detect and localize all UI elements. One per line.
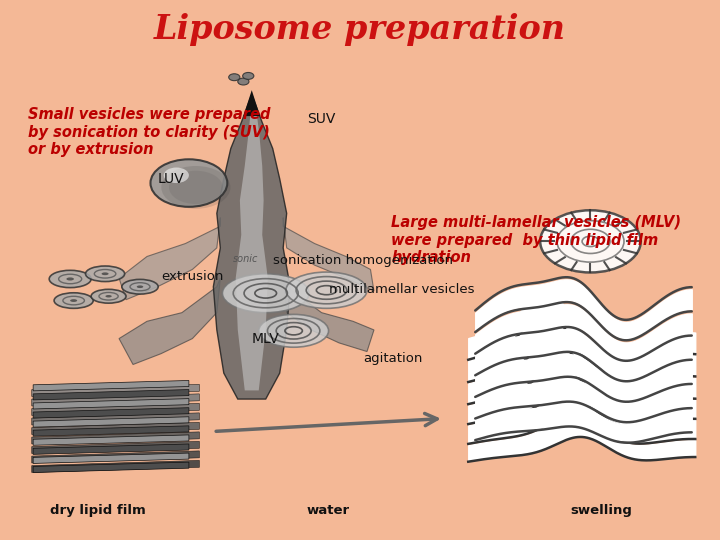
Circle shape bbox=[540, 210, 641, 273]
Circle shape bbox=[163, 167, 189, 183]
Ellipse shape bbox=[54, 293, 93, 308]
Text: sonic: sonic bbox=[233, 254, 258, 265]
Text: extrusion: extrusion bbox=[161, 271, 223, 284]
Text: Liposome preparation: Liposome preparation bbox=[154, 12, 566, 46]
Ellipse shape bbox=[105, 295, 112, 298]
Ellipse shape bbox=[49, 271, 91, 288]
Polygon shape bbox=[283, 278, 374, 352]
Text: swelling: swelling bbox=[570, 503, 632, 517]
Polygon shape bbox=[33, 399, 189, 409]
Polygon shape bbox=[235, 101, 268, 390]
Polygon shape bbox=[32, 432, 199, 444]
Polygon shape bbox=[33, 435, 189, 446]
Circle shape bbox=[243, 72, 254, 79]
Polygon shape bbox=[33, 462, 189, 472]
Text: Small vesicles were prepared
by sonication to clarity (SUV)
or by extrusion: Small vesicles were prepared by sonicati… bbox=[28, 107, 271, 157]
Polygon shape bbox=[32, 403, 199, 415]
Ellipse shape bbox=[70, 299, 77, 302]
Text: SUV: SUV bbox=[307, 112, 336, 126]
Polygon shape bbox=[119, 278, 220, 365]
Ellipse shape bbox=[86, 266, 125, 281]
Polygon shape bbox=[32, 422, 199, 435]
Polygon shape bbox=[119, 218, 220, 300]
Polygon shape bbox=[33, 453, 189, 463]
Polygon shape bbox=[32, 451, 199, 463]
Polygon shape bbox=[33, 444, 189, 454]
Text: dry lipid film: dry lipid film bbox=[50, 503, 146, 517]
Text: LUV: LUV bbox=[158, 172, 184, 186]
Text: MLV: MLV bbox=[252, 332, 279, 346]
Text: Large multi-lamellar vesicles (MLV)
were prepared  by thin lipid film
hydration: Large multi-lamellar vesicles (MLV) were… bbox=[392, 215, 681, 265]
Circle shape bbox=[169, 171, 222, 204]
Polygon shape bbox=[243, 90, 260, 116]
Polygon shape bbox=[32, 441, 199, 454]
Polygon shape bbox=[33, 389, 189, 400]
Circle shape bbox=[161, 166, 230, 209]
Polygon shape bbox=[33, 381, 189, 391]
Circle shape bbox=[150, 159, 228, 207]
Ellipse shape bbox=[91, 289, 126, 303]
Ellipse shape bbox=[286, 272, 367, 308]
Circle shape bbox=[229, 74, 240, 80]
Ellipse shape bbox=[122, 279, 158, 294]
Ellipse shape bbox=[222, 274, 309, 313]
Polygon shape bbox=[283, 218, 374, 291]
Text: sonication homogenization: sonication homogenization bbox=[273, 254, 453, 267]
Polygon shape bbox=[32, 413, 199, 425]
Polygon shape bbox=[33, 408, 189, 418]
Ellipse shape bbox=[102, 272, 109, 275]
Text: agitation: agitation bbox=[364, 353, 423, 366]
Text: multilamellar vesicles: multilamellar vesicles bbox=[328, 284, 474, 296]
Ellipse shape bbox=[66, 278, 74, 280]
Polygon shape bbox=[213, 94, 290, 399]
Circle shape bbox=[238, 78, 249, 85]
Text: water: water bbox=[307, 503, 350, 517]
Polygon shape bbox=[32, 384, 199, 396]
Polygon shape bbox=[33, 417, 189, 427]
Polygon shape bbox=[32, 461, 199, 472]
Ellipse shape bbox=[258, 314, 328, 347]
Ellipse shape bbox=[137, 286, 143, 288]
Polygon shape bbox=[33, 426, 189, 436]
Polygon shape bbox=[32, 394, 199, 406]
